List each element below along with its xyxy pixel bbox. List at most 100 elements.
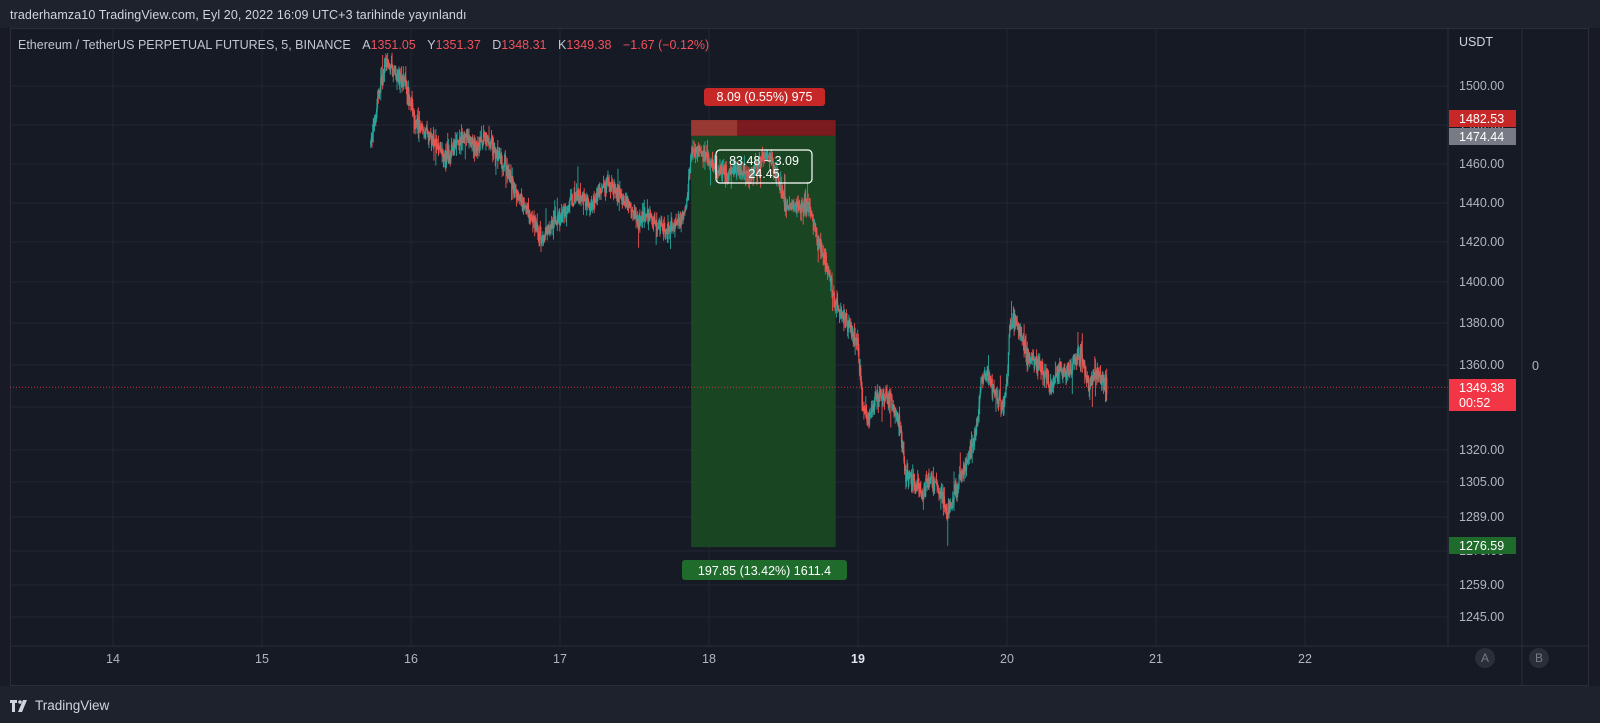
candle-body: [634, 211, 637, 213]
candle-body: [729, 169, 731, 171]
tradingview-logo[interactable]: TradingView: [10, 698, 109, 713]
candle-body: [791, 204, 793, 208]
candle-body: [455, 142, 457, 145]
candle-body: [460, 144, 462, 146]
candle-body: [428, 133, 431, 136]
candle-body: [1089, 386, 1091, 391]
candle-body: [1078, 356, 1080, 360]
candle-body: [883, 392, 885, 401]
candle-body: [691, 147, 693, 158]
candle-body: [630, 207, 632, 212]
candle-body: [676, 223, 679, 225]
candle-body: [859, 368, 861, 372]
candle-body: [524, 205, 526, 208]
candle-body: [734, 165, 736, 169]
candle-body: [626, 195, 628, 204]
candle-body: [720, 170, 722, 172]
candle-body: [725, 165, 727, 174]
candle-body: [688, 171, 690, 177]
candle-body: [407, 88, 409, 97]
candle-body: [1003, 404, 1005, 408]
candle-body: [546, 227, 548, 231]
candle-body: [899, 426, 901, 429]
candle-body: [610, 185, 612, 192]
candle-body: [780, 186, 782, 198]
candle-body: [970, 448, 972, 453]
candle-body: [782, 195, 784, 198]
bar-countdown-label: 00:52: [1459, 396, 1490, 410]
candle-body: [672, 225, 674, 230]
candle-body: [668, 227, 670, 232]
candle-body: [1080, 348, 1082, 363]
candle-body: [594, 198, 596, 202]
candle-body: [867, 419, 869, 424]
candle-body: [874, 392, 876, 400]
candle-body: [694, 150, 696, 154]
candle-body: [1041, 367, 1043, 373]
candle-body: [421, 126, 423, 128]
candle-body: [599, 187, 601, 194]
candle-body: [465, 133, 468, 138]
candle-body: [910, 473, 912, 475]
symbol-title[interactable]: Ethereum / TetherUS PERPETUAL FUTURES, 5…: [18, 38, 351, 52]
candle-body: [817, 243, 819, 247]
candle-body: [937, 486, 939, 489]
candle-body: [719, 167, 721, 172]
candle-body: [1024, 350, 1026, 352]
candle-body: [982, 379, 985, 383]
candle-body: [678, 217, 680, 221]
candle-body: [479, 138, 481, 143]
candle-body: [776, 169, 779, 175]
candle-body: [929, 477, 931, 482]
candle-body: [398, 70, 400, 76]
candle-body: [947, 506, 949, 517]
candle-body: [920, 488, 922, 493]
candle-body: [392, 70, 394, 76]
position-target-zone[interactable]: [691, 135, 836, 548]
candle-body: [907, 477, 909, 481]
candle-body: [921, 496, 923, 497]
candle-body: [857, 338, 859, 349]
candle-body: [882, 392, 884, 396]
candle-body: [1044, 370, 1046, 375]
candle-body: [485, 137, 487, 140]
scale-b-button[interactable]: [1529, 648, 1549, 668]
candle-body: [804, 201, 806, 211]
candle-body: [632, 211, 634, 216]
candle-body: [561, 213, 563, 217]
candle-body: [752, 168, 754, 179]
candle-body: [507, 168, 509, 177]
candle-body: [1072, 358, 1074, 370]
candle-body: [525, 207, 527, 213]
candle-body: [477, 142, 479, 151]
candle-body: [831, 277, 833, 294]
candle-body: [694, 147, 697, 154]
candle-body: [935, 481, 938, 483]
candle-body: [905, 469, 907, 482]
candle-body: [405, 77, 407, 84]
candle-body: [847, 323, 849, 332]
candle-body: [735, 165, 737, 174]
position-stop-zone-handle[interactable]: [691, 120, 738, 136]
candle-body: [755, 163, 757, 166]
auto-scale-button[interactable]: [1475, 648, 1495, 668]
price-axis-currency[interactable]: USDT: [1459, 35, 1493, 49]
candle-body: [653, 216, 655, 221]
candle-body: [811, 214, 814, 219]
candle-body: [835, 303, 837, 309]
candle-body: [681, 213, 683, 223]
candle-body: [575, 194, 577, 200]
candle-body: [1071, 371, 1073, 375]
candle-body: [867, 417, 869, 420]
candle-body: [833, 296, 836, 307]
candle-body: [747, 173, 749, 174]
candle-body: [742, 173, 744, 174]
candle-body: [1057, 368, 1060, 378]
candle-body: [1014, 320, 1016, 323]
candle-body: [711, 159, 714, 165]
candle-body: [513, 181, 515, 194]
candle-body: [627, 199, 629, 209]
candle-body: [783, 193, 786, 206]
candle-body: [515, 193, 518, 196]
